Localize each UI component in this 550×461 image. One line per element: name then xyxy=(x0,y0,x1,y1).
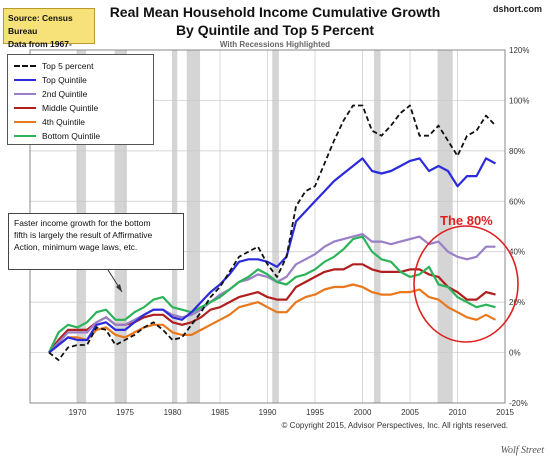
legend-item-bottom: Bottom Quintile xyxy=(14,129,100,142)
annotation-line: Action, minimum wage laws, etc. xyxy=(14,242,138,252)
y-tick-labels: -20% 0% 20% 40% 60% 80% 100% 120% xyxy=(509,46,529,408)
brand-label: dshort.com xyxy=(492,4,542,14)
recession-band xyxy=(272,50,279,403)
y-tick-label: 20% xyxy=(509,298,525,307)
x-tick-label: 2005 xyxy=(401,408,419,417)
y-tick-label: 100% xyxy=(509,96,529,105)
y-tick-label: 60% xyxy=(509,197,525,206)
x-tick-label: 2000 xyxy=(354,408,372,417)
source-box: Source: Census Bureau Data from 1967-201… xyxy=(3,8,95,62)
legend-label-middle: Middle Quintile xyxy=(42,102,99,113)
recession-band xyxy=(373,50,381,403)
annotation-box: Faster income growth for the bottom fift… xyxy=(8,213,184,270)
legend-swatch-bottom xyxy=(14,134,36,137)
x-tick-label: 1980 xyxy=(164,408,182,417)
chart-title-line1: Real Mean Household Income Cumulative Gr… xyxy=(109,4,441,20)
legend: Top 5 percent Top Quintile 2nd Quintile Mid… xyxy=(7,54,154,145)
legend-swatch-middle xyxy=(14,106,36,109)
legend-label-fourth: 4th Quintile xyxy=(42,116,85,127)
x-tick-labels: 1970 1975 1980 1985 1990 1995 2000 2005 2010 2015 xyxy=(69,408,515,417)
legend-item-top5: Top 5 percent xyxy=(14,59,94,72)
annotation-line: Faster income growth for the bottom xyxy=(14,218,151,228)
chart-title-line2: By Quintile and Top 5 Percent xyxy=(175,22,375,38)
recession-band xyxy=(186,50,201,403)
highlight-label: The 80% xyxy=(440,213,493,228)
series-line-bottom xyxy=(48,235,496,354)
y-tick-label: 40% xyxy=(509,248,525,257)
legend-item-second: 2nd Quintile xyxy=(14,87,87,100)
y-tick-label: 120% xyxy=(509,46,529,55)
x-tick-label: 1970 xyxy=(69,408,87,417)
y-tick-label: 0% xyxy=(509,349,521,358)
series-lines xyxy=(48,104,497,362)
legend-label-top: Top Quintile xyxy=(42,74,87,85)
watermark-text: Wolf Street xyxy=(500,445,544,456)
legend-label-bottom: Bottom Quintile xyxy=(42,130,101,141)
recession-band xyxy=(437,50,453,403)
source-line: Source: Census Bureau xyxy=(8,13,73,36)
highlight-circle xyxy=(413,225,519,343)
legend-swatch-top xyxy=(14,78,36,81)
legend-label-second: 2nd Quintile xyxy=(42,88,88,99)
legend-item-top: Top Quintile xyxy=(14,73,87,86)
x-tick-label: 1985 xyxy=(211,408,229,417)
series-line-top xyxy=(48,157,497,354)
legend-swatch-second xyxy=(14,92,36,95)
x-tick-label: 1995 xyxy=(306,408,324,417)
legend-item-fourth: 4th Quintile xyxy=(14,115,85,128)
legend-label-top5: Top 5 percent xyxy=(42,60,94,71)
copyright-text: © Copyright 2015, Advisor Perspectives, … xyxy=(281,421,508,430)
y-tick-label: 80% xyxy=(509,147,525,156)
y-tick-label: -20% xyxy=(509,399,528,408)
annotation-arrow-head xyxy=(116,284,122,292)
legend-swatch-fourth xyxy=(14,120,36,123)
chart-subtitle: With Recessions Highlighted xyxy=(219,40,331,49)
annotation-line: fifth is largely the result of Affirmati… xyxy=(14,230,153,240)
x-tick-label: 1990 xyxy=(259,408,277,417)
x-tick-label: 2010 xyxy=(449,408,467,417)
series-line-fourth xyxy=(48,283,497,354)
legend-item-middle: Middle Quintile xyxy=(14,101,98,114)
series-line-top5 xyxy=(48,104,497,362)
legend-swatch-top5 xyxy=(14,64,36,67)
x-tick-label: 2015 xyxy=(496,408,514,417)
x-tick-label: 1975 xyxy=(116,408,134,417)
